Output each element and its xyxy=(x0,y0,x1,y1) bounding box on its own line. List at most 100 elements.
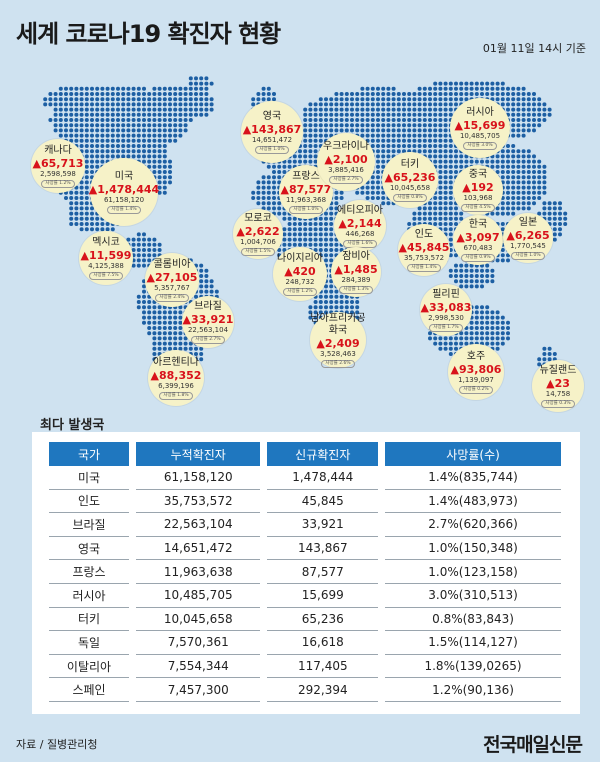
table-cell: 인도 xyxy=(49,490,129,514)
map-dot xyxy=(199,97,204,102)
map-dot xyxy=(495,159,500,164)
map-dot xyxy=(168,180,172,185)
map-dot xyxy=(542,357,547,362)
map-dot xyxy=(95,112,100,117)
map-dot xyxy=(136,92,141,96)
map-dot xyxy=(162,102,167,107)
map-dot xyxy=(147,97,152,102)
total-cases: 10,045,658 xyxy=(389,183,431,192)
map-dot xyxy=(58,92,63,96)
map-dot xyxy=(308,242,313,247)
map-dot xyxy=(43,102,48,107)
map-dot xyxy=(448,164,453,169)
map-dot xyxy=(381,118,386,122)
map-dot xyxy=(391,144,396,148)
map-dot xyxy=(344,128,349,133)
map-dot xyxy=(417,123,422,128)
map-dot xyxy=(142,144,146,148)
map-dot xyxy=(438,144,443,148)
map-dot xyxy=(266,175,271,180)
map-dot xyxy=(157,336,162,341)
map-dot xyxy=(100,144,105,148)
country-name: 러시아 xyxy=(466,106,494,118)
map-dot xyxy=(162,180,167,185)
death-rate-badge: 사망률 1.0% xyxy=(255,145,289,154)
map-dot xyxy=(136,305,141,310)
country-bubble: 영국 ▲143,867 14,651,472 사망률 1.0% xyxy=(241,101,303,163)
map-dot xyxy=(84,112,89,117)
table-cell: 1.4%(483,973) xyxy=(385,490,561,514)
map-dot xyxy=(292,222,297,226)
map-dot xyxy=(448,274,453,278)
map-dot xyxy=(147,310,152,315)
map-dot xyxy=(344,92,349,96)
map-dot xyxy=(526,175,531,180)
map-dot xyxy=(173,107,178,112)
map-dot xyxy=(396,107,401,112)
map-dot xyxy=(490,268,495,273)
country-bubble: 필리핀 ▲33,083 2,998,530 사망률 1.7% xyxy=(420,284,472,336)
map-dot xyxy=(454,92,458,96)
map-dot xyxy=(69,133,74,138)
table-cell: 2.7%(620,366) xyxy=(385,513,561,537)
column-header: 신규확진자 xyxy=(267,442,379,466)
map-dot xyxy=(552,227,557,232)
map-dot xyxy=(500,336,505,341)
map-dot xyxy=(64,102,68,107)
map-dot xyxy=(277,206,282,211)
map-dot xyxy=(396,133,401,138)
map-dot xyxy=(64,118,68,122)
map-dot xyxy=(433,144,438,148)
map-dot xyxy=(422,138,427,143)
map-dot xyxy=(547,211,552,216)
map-dot xyxy=(370,138,375,143)
map-dot xyxy=(459,263,464,268)
map-dot xyxy=(506,336,510,341)
map-dot xyxy=(188,118,193,122)
map-dot xyxy=(277,175,282,180)
map-dot xyxy=(370,175,375,180)
map-dot xyxy=(152,128,157,133)
table-cell: 117,405 xyxy=(267,655,379,679)
map-dot xyxy=(121,97,126,102)
map-dot xyxy=(412,138,417,143)
map-dot xyxy=(422,149,427,154)
map-dot xyxy=(381,159,386,164)
map-dot xyxy=(292,232,297,237)
top-countries-table: 국가 누적확진자 신규확진자 사망률(수) 미국 61,158,120 1,478,444… xyxy=(42,442,568,702)
map-dot xyxy=(407,102,412,107)
map-dot xyxy=(433,112,438,117)
map-dot xyxy=(74,107,79,112)
map-dot xyxy=(303,237,308,242)
map-dot xyxy=(454,336,458,341)
map-dot xyxy=(506,107,510,112)
map-dot xyxy=(402,97,406,102)
map-dot xyxy=(526,196,531,200)
map-dot xyxy=(105,144,110,148)
map-dot xyxy=(381,144,386,148)
map-dot xyxy=(360,97,365,102)
map-dot xyxy=(542,352,547,356)
map-dot xyxy=(329,97,334,102)
map-dot xyxy=(121,107,126,112)
map-dot xyxy=(313,310,318,315)
map-dot xyxy=(142,154,146,159)
map-dot xyxy=(506,206,510,211)
country-bubble: 일본 ▲6,265 1,770,545 사망률 1.0% xyxy=(503,213,553,263)
map-dot xyxy=(131,112,136,117)
country-bubble: 중국 ▲192 103,968 사망률 4.5% xyxy=(453,165,503,215)
map-dot xyxy=(58,86,63,91)
map-dot xyxy=(313,305,318,310)
map-dot xyxy=(157,310,162,315)
map-dot xyxy=(521,102,526,107)
map-dot xyxy=(178,86,183,91)
map-dot xyxy=(381,149,386,154)
map-dot xyxy=(334,201,339,206)
map-dot xyxy=(516,170,521,174)
map-dot xyxy=(173,341,178,346)
map-dot xyxy=(443,138,448,143)
map-dot xyxy=(506,201,510,206)
map-dot xyxy=(318,300,323,304)
table-cell: 터키 xyxy=(49,608,129,632)
map-dot xyxy=(485,268,490,273)
